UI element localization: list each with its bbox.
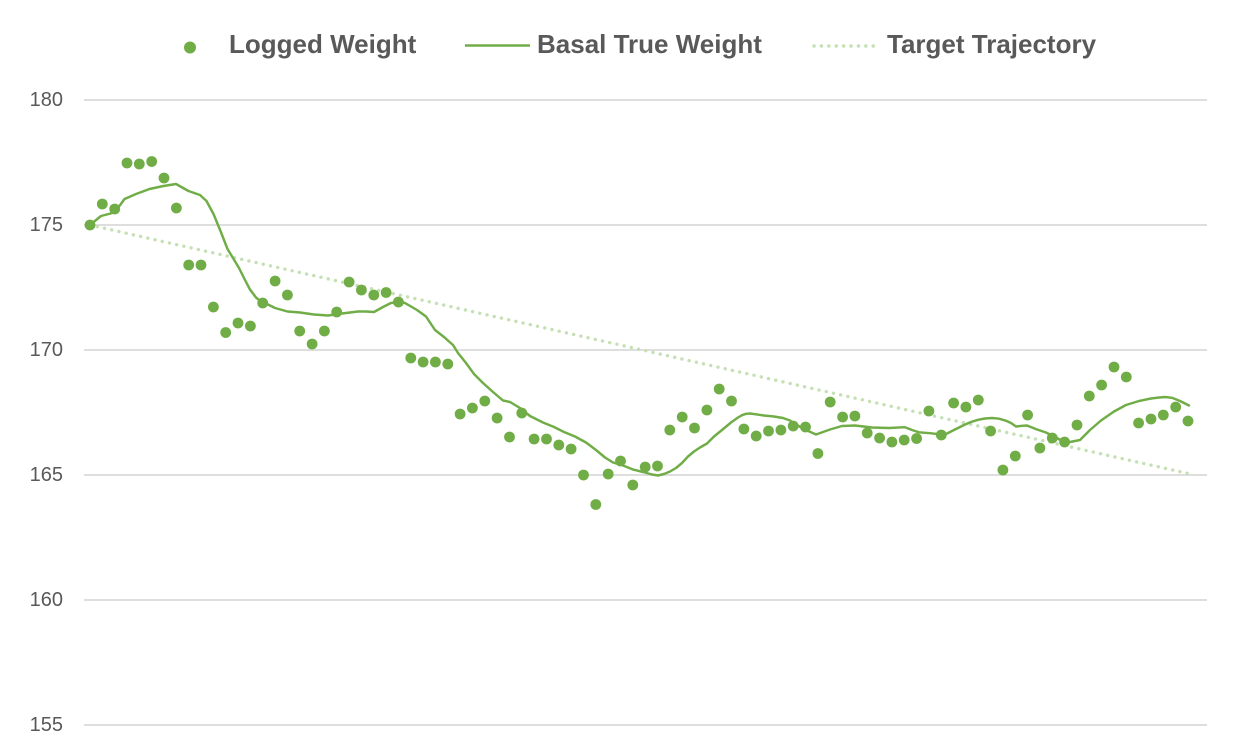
svg-text:155: 155	[30, 714, 63, 736]
svg-text:Basal True Weight: Basal True Weight	[537, 29, 762, 59]
svg-text:180: 180	[30, 89, 63, 111]
svg-text:Logged Weight: Logged Weight	[229, 29, 417, 59]
svg-text:170: 170	[30, 339, 63, 361]
svg-text:160: 160	[30, 589, 63, 611]
svg-text:175: 175	[30, 214, 63, 236]
svg-text:Target Trajectory: Target Trajectory	[887, 29, 1097, 59]
svg-text:165: 165	[30, 464, 63, 486]
